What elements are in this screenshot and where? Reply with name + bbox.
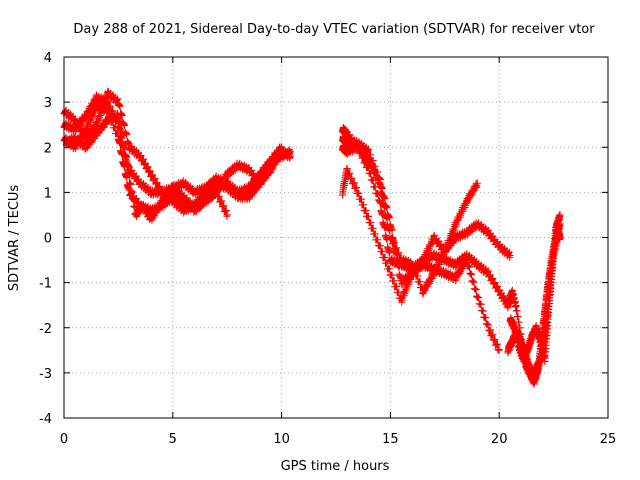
grid-lines: [64, 57, 608, 418]
series-markers: [62, 109, 231, 224]
x-tick-label: 0: [60, 432, 68, 447]
x-tick-label: 5: [169, 432, 177, 447]
x-tick-label: 20: [491, 432, 508, 447]
y-tick-label: 2: [44, 141, 52, 156]
series-markers: [339, 165, 503, 354]
x-axis-label: GPS time / hours: [281, 459, 390, 474]
series-markers: [506, 227, 564, 365]
y-tick-label: 0: [44, 232, 52, 247]
y-tick-label: -2: [39, 322, 52, 337]
x-tick-label: 15: [382, 432, 399, 447]
series-track-h: [339, 123, 481, 298]
series-markers: [339, 123, 481, 298]
y-axis-label: SDTVAR / TECUs: [7, 185, 22, 292]
series-track-g: [339, 165, 503, 354]
y-tick-label: -4: [39, 412, 52, 427]
y-tick-label: -3: [39, 367, 52, 382]
y-tick-label: 1: [44, 186, 52, 201]
series-track-d: [62, 109, 231, 224]
chart-title: Day 288 of 2021, Sidereal Day-to-day VTE…: [73, 22, 595, 37]
x-tick-label: 25: [600, 432, 617, 447]
y-tick-label: 4: [44, 51, 52, 66]
x-tick-label: 10: [273, 432, 290, 447]
y-tick-label: 3: [44, 96, 52, 111]
y-tick-label: -1: [39, 277, 52, 292]
series-track-k: [506, 227, 564, 365]
axis-ticks: 0 5 10 15 20 25 -4 -3 -2 -1 0 1 2 3 4: [39, 51, 616, 447]
